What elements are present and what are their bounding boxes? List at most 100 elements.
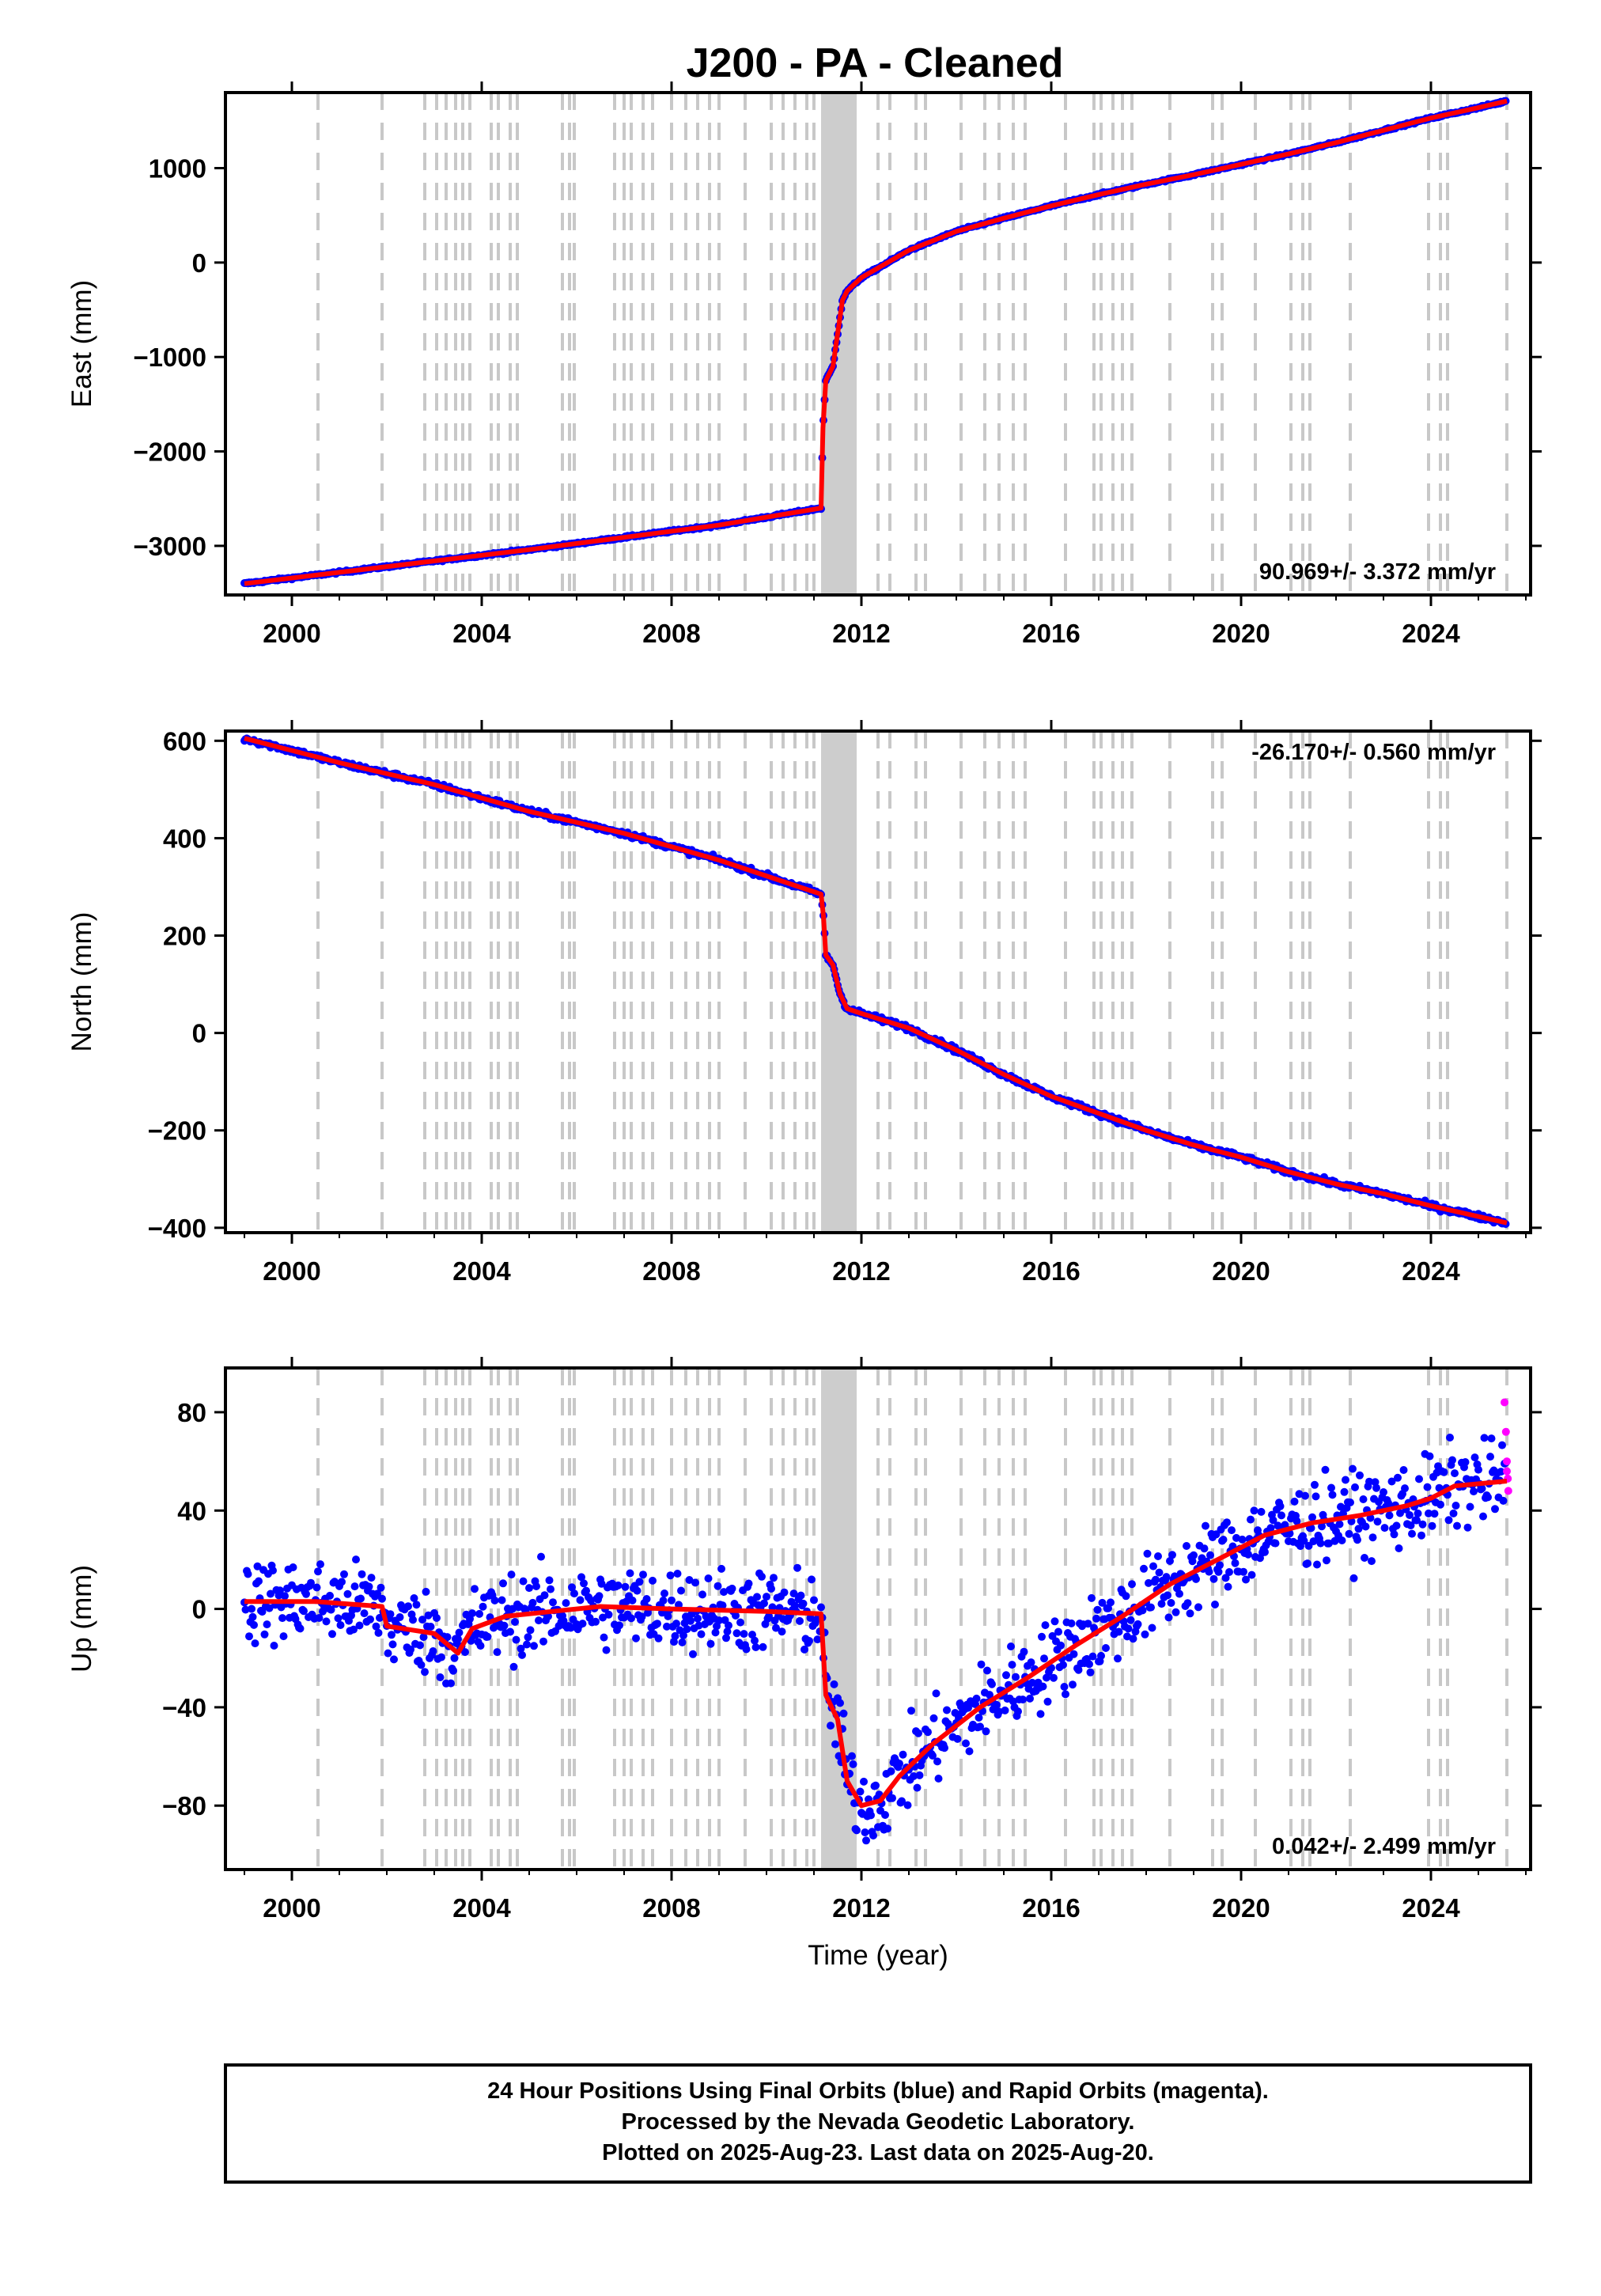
final-orbit-point [500,1621,509,1630]
final-orbit-point [767,1585,775,1593]
final-orbit-point [718,1601,727,1610]
y-tick-label: 0 [192,248,206,278]
final-orbit-point [1446,1434,1454,1442]
y-tick-label: 0 [192,1019,206,1048]
final-orbit-point [770,1574,778,1582]
final-orbit-point [907,1707,915,1715]
final-orbit-point [1002,1671,1010,1680]
final-orbit-point [1396,1509,1404,1517]
final-orbit-point [720,1588,728,1597]
final-orbit-point [1039,1682,1047,1691]
final-orbit-point [853,1826,861,1835]
final-orbit-point [443,1633,452,1642]
final-orbit-point [570,1589,578,1598]
final-orbit-point [1086,1668,1095,1677]
y-tick-label: 1000 [149,153,206,183]
final-orbit-point [507,1570,516,1579]
final-orbit-point [409,1616,417,1624]
final-orbit-point [1353,1536,1361,1544]
final-orbit-point [1497,1468,1505,1476]
final-orbit-point [1200,1544,1209,1553]
final-orbit-point [263,1620,271,1629]
final-orbit-point [1014,1707,1022,1716]
final-orbit-point [578,1620,587,1628]
final-orbit-points [240,97,1510,588]
final-orbit-point [1349,1574,1358,1582]
final-orbit-point [388,1640,397,1649]
final-orbit-point [778,1627,786,1636]
final-orbit-point [416,1641,424,1650]
final-orbit-point [1238,1535,1247,1544]
final-orbit-point [384,1649,392,1658]
final-orbit-point [396,1613,404,1621]
final-orbit-point [449,1666,457,1675]
final-orbit-point [1428,1521,1436,1530]
final-orbit-point [374,1628,383,1637]
final-orbit-point [479,1602,487,1611]
final-orbit-point [327,1605,335,1614]
final-orbit-point [1085,1660,1093,1669]
velocity-annotation: 0.042+/- 2.499 mm/yr [1272,1834,1496,1859]
final-orbit-point [881,1811,889,1819]
final-orbit-point [677,1586,685,1595]
final-orbit-point [1346,1498,1354,1506]
final-orbit-point [751,1636,759,1645]
x-tick-label: 2012 [832,1893,890,1923]
final-orbit-point [895,1760,903,1768]
final-orbit-point [805,1637,813,1645]
final-orbit-point [887,1767,895,1775]
final-orbit-point [1001,1706,1009,1714]
final-orbit-point [1212,1530,1221,1539]
final-orbit-point [1074,1665,1083,1674]
final-orbit-point [1250,1506,1258,1515]
y-tick-label: −400 [148,1214,206,1243]
final-orbit-point [1390,1530,1399,1539]
x-tick-label: 2004 [452,619,511,648]
final-orbit-point [953,1734,962,1743]
final-orbit-point [1449,1509,1458,1517]
final-orbit-point [493,1648,501,1657]
final-orbit-point [1162,1573,1171,1582]
final-orbit-point [269,1567,277,1574]
final-orbit-point [1059,1661,1067,1669]
final-orbit-point [412,1601,421,1609]
final-orbit-point [765,1612,773,1620]
final-orbit-point [680,1619,689,1627]
final-orbit-point [260,1630,269,1639]
final-orbit-point [1175,1589,1183,1598]
final-orbit-point [717,1564,725,1573]
x-tick-label: 2024 [1402,619,1460,648]
final-orbit-point [722,1634,730,1642]
footer-line-1: 24 Hour Positions Using Final Orbits (bl… [487,2078,1269,2104]
final-orbit-point [357,1594,365,1603]
final-orbit-point [659,1597,668,1605]
final-orbit-point [404,1602,412,1611]
final-orbit-point [350,1582,359,1591]
final-orbit-point [1247,1515,1255,1524]
final-orbit-point [278,1614,286,1623]
final-orbit-point [248,1612,257,1621]
final-orbit-point [600,1633,608,1642]
final-orbit-point [1301,1491,1309,1500]
final-orbit-point [528,1598,537,1607]
final-orbit-point [698,1590,706,1599]
final-orbit-point [910,1772,918,1780]
final-orbit-point [993,1700,1001,1709]
final-orbit-point [296,1624,305,1633]
final-orbit-point [1225,1568,1233,1576]
final-orbit-point [302,1589,310,1598]
final-orbit-point [1392,1521,1401,1530]
final-orbit-point [1155,1568,1164,1577]
final-orbit-point [758,1572,766,1581]
final-orbit-point [1240,1567,1247,1576]
plot-frame [224,729,1532,1234]
final-orbit-point [666,1571,675,1580]
final-orbit-point [736,1618,744,1627]
final-orbit-point [1359,1495,1368,1503]
final-orbit-point [1316,1539,1325,1548]
final-orbit-point [986,1691,994,1699]
final-orbit-point [1164,1591,1171,1600]
final-orbit-point [615,1621,623,1630]
final-orbit-point [1147,1603,1155,1612]
